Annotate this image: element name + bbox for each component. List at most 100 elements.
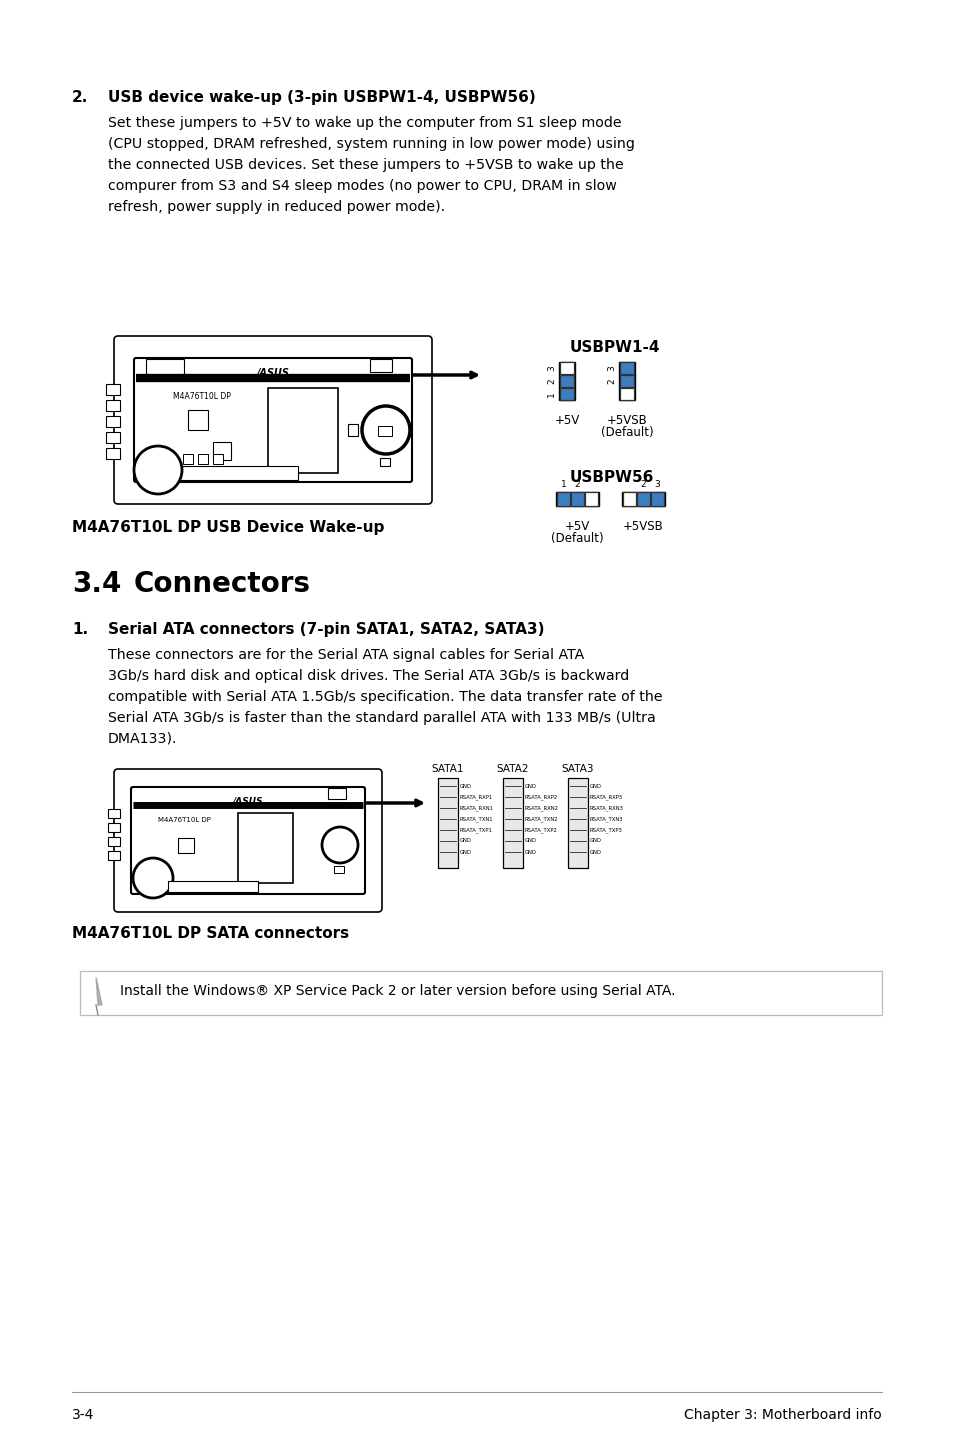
Text: RSATA_RXP3: RSATA_RXP3	[589, 794, 622, 800]
Bar	[348, 424, 357, 436]
Text: refresh, power supply in reduced power mode).: refresh, power supply in reduced power m…	[108, 200, 445, 214]
Bar	[370, 360, 392, 372]
Bar	[328, 788, 346, 800]
Text: 3.4: 3.4	[71, 569, 121, 598]
Bar	[106, 400, 120, 411]
Bar	[571, 492, 583, 506]
Bar	[213, 454, 223, 464]
Text: 2: 2	[574, 480, 579, 489]
Bar	[198, 454, 208, 464]
Text: RSATA_TXP2: RSATA_TXP2	[524, 827, 558, 833]
Polygon shape	[96, 976, 102, 1005]
Bar	[437, 778, 457, 869]
Text: 3-4: 3-4	[71, 1408, 94, 1422]
Bar	[108, 810, 120, 818]
Text: SATA2: SATA2	[497, 764, 529, 774]
Text: M4A76T10L DP SATA connectors: M4A76T10L DP SATA connectors	[71, 926, 349, 940]
Text: compatible with Serial ATA 1.5Gb/s specification. The data transfer rate of the: compatible with Serial ATA 1.5Gb/s speci…	[108, 690, 662, 705]
Bar	[334, 866, 344, 873]
Text: /ASUS: /ASUS	[256, 368, 289, 378]
Text: GND: GND	[524, 850, 537, 854]
Bar	[108, 823, 120, 833]
Text: RSATA_TXN2: RSATA_TXN2	[524, 817, 558, 823]
Text: 1: 1	[560, 480, 566, 489]
Bar	[502, 778, 522, 869]
Text: SATA3: SATA3	[561, 764, 594, 774]
Circle shape	[322, 827, 357, 863]
Bar	[108, 837, 120, 846]
Text: 3: 3	[546, 365, 556, 371]
Text: GND: GND	[459, 850, 472, 854]
Bar	[559, 388, 574, 400]
FancyBboxPatch shape	[113, 769, 381, 912]
Text: RSATA_RXN3: RSATA_RXN3	[589, 805, 623, 811]
Bar	[80, 971, 882, 1015]
Text: (CPU stopped, DRAM refreshed, system running in low power mode) using: (CPU stopped, DRAM refreshed, system run…	[108, 137, 634, 151]
Text: +5VSB: +5VSB	[622, 521, 663, 533]
Bar	[637, 492, 649, 506]
Text: GND: GND	[589, 838, 601, 844]
Text: USB device wake-up (3-pin USBPW1-4, USBPW56): USB device wake-up (3-pin USBPW1-4, USBP…	[108, 91, 536, 105]
Circle shape	[132, 858, 172, 897]
Bar	[108, 851, 120, 860]
Bar	[557, 492, 569, 506]
Text: RSATA_RXN1: RSATA_RXN1	[459, 805, 494, 811]
Text: 1: 1	[546, 391, 556, 397]
Bar	[106, 431, 120, 443]
Text: GND: GND	[524, 838, 537, 844]
Bar	[237, 812, 293, 883]
Bar	[106, 384, 120, 395]
Text: +5V: +5V	[554, 414, 579, 427]
Bar	[558, 362, 575, 400]
Text: USBPW56: USBPW56	[569, 470, 654, 485]
FancyBboxPatch shape	[113, 336, 432, 503]
Circle shape	[133, 446, 182, 495]
Text: GND: GND	[589, 784, 601, 788]
Bar	[268, 388, 337, 473]
Bar	[622, 492, 636, 506]
Bar	[584, 492, 598, 506]
Text: GND: GND	[589, 850, 601, 854]
Bar	[559, 362, 574, 374]
Text: (Default): (Default)	[551, 532, 603, 545]
Text: the connected USB devices. Set these jumpers to +5VSB to wake up the: the connected USB devices. Set these jum…	[108, 158, 623, 173]
Text: SATA1: SATA1	[432, 764, 464, 774]
Bar	[178, 838, 193, 853]
Text: 2: 2	[640, 480, 645, 489]
Text: M4A76T10L DP: M4A76T10L DP	[158, 817, 211, 823]
Bar	[183, 454, 193, 464]
Text: Chapter 3: Motherboard info: Chapter 3: Motherboard info	[683, 1408, 882, 1422]
Bar	[619, 388, 634, 400]
Bar	[213, 441, 231, 460]
Text: Serial ATA 3Gb/s is faster than the standard parallel ATA with 133 MB/s (Ultra: Serial ATA 3Gb/s is faster than the stan…	[108, 710, 655, 725]
Bar	[559, 375, 574, 387]
Bar	[106, 449, 120, 459]
Text: USBPW1-4: USBPW1-4	[569, 339, 659, 355]
Text: RSATA_TXN1: RSATA_TXN1	[459, 817, 493, 823]
Text: M4A76T10L DP USB Device Wake-up: M4A76T10L DP USB Device Wake-up	[71, 521, 384, 535]
Text: RSATA_RXN2: RSATA_RXN2	[524, 805, 558, 811]
Text: GND: GND	[524, 784, 537, 788]
Bar	[106, 416, 120, 427]
Text: These connectors are for the Serial ATA signal cables for Serial ATA: These connectors are for the Serial ATA …	[108, 649, 583, 661]
Text: 2: 2	[606, 378, 616, 384]
Text: RSATA_RXP2: RSATA_RXP2	[524, 794, 558, 800]
Bar	[619, 375, 634, 387]
Bar	[567, 778, 587, 869]
Text: 1.: 1.	[71, 623, 88, 637]
Text: Connectors: Connectors	[133, 569, 311, 598]
Bar	[377, 426, 392, 436]
Text: GND: GND	[459, 838, 472, 844]
Text: (Default): (Default)	[600, 426, 653, 439]
Text: Serial ATA connectors (7-pin SATA1, SATA2, SATA3): Serial ATA connectors (7-pin SATA1, SATA…	[108, 623, 544, 637]
Bar	[146, 360, 184, 375]
Text: Install the Windows® XP Service Pack 2 or later version before using Serial ATA.: Install the Windows® XP Service Pack 2 o…	[120, 984, 675, 998]
Text: RSATA_TXN3: RSATA_TXN3	[589, 817, 623, 823]
Text: 3: 3	[606, 365, 616, 371]
Bar	[379, 457, 390, 466]
Text: /ASUS: /ASUS	[233, 797, 263, 807]
Text: +5VSB: +5VSB	[606, 414, 647, 427]
Text: 2: 2	[546, 378, 556, 384]
Bar	[188, 410, 208, 430]
Text: GND: GND	[459, 784, 472, 788]
